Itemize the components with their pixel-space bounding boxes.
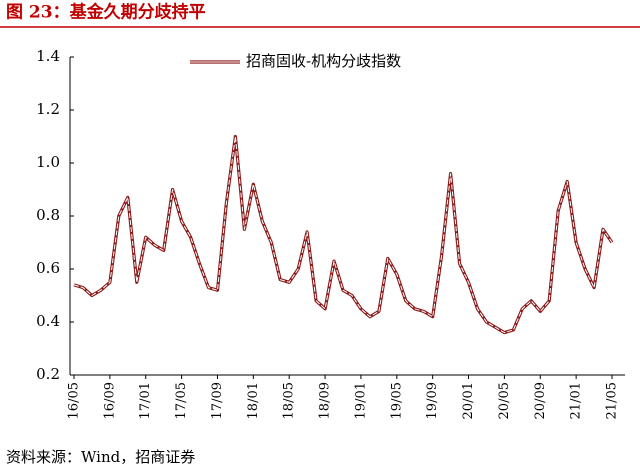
x-tick-label: 16/05 bbox=[67, 382, 82, 419]
y-tick-label: 1.2 bbox=[36, 100, 60, 118]
x-tick-label: 19/01 bbox=[353, 382, 368, 419]
x-tick-label: 21/05 bbox=[605, 382, 620, 419]
x-tick-label: 19/05 bbox=[389, 382, 404, 419]
y-tick-label: 0.4 bbox=[36, 312, 60, 330]
x-tick-label: 20/01 bbox=[461, 382, 476, 419]
y-tick-label: 0.2 bbox=[36, 365, 60, 383]
y-tick-label: 0.6 bbox=[36, 259, 60, 277]
x-tick-label: 16/09 bbox=[102, 382, 117, 419]
legend-label: 招商固收-机构分歧指数 bbox=[246, 52, 401, 70]
x-tick-label: 18/09 bbox=[318, 382, 333, 419]
series-line bbox=[73, 134, 614, 335]
x-tick-label: 20/09 bbox=[533, 382, 548, 419]
x-tick-label: 17/09 bbox=[210, 382, 225, 419]
x-tick-label: 18/01 bbox=[246, 382, 261, 419]
x-tick-label: 21/01 bbox=[569, 382, 584, 419]
y-tick-label: 1.4 bbox=[36, 47, 60, 65]
x-tick-label: 19/09 bbox=[425, 382, 440, 419]
series-line-inner bbox=[73, 136, 613, 334]
x-tick-label: 18/05 bbox=[282, 382, 297, 419]
y-tick-label: 1.0 bbox=[36, 153, 60, 171]
x-tick-label: 17/05 bbox=[174, 382, 189, 419]
x-tick-label: 20/05 bbox=[497, 382, 512, 419]
y-tick-label: 0.8 bbox=[36, 206, 60, 224]
x-tick-label: 17/01 bbox=[138, 382, 153, 419]
chart-title: 图 23：基金久期分歧持平 bbox=[6, 2, 206, 23]
source-note: 资料来源：Wind，招商证券 bbox=[6, 448, 195, 466]
